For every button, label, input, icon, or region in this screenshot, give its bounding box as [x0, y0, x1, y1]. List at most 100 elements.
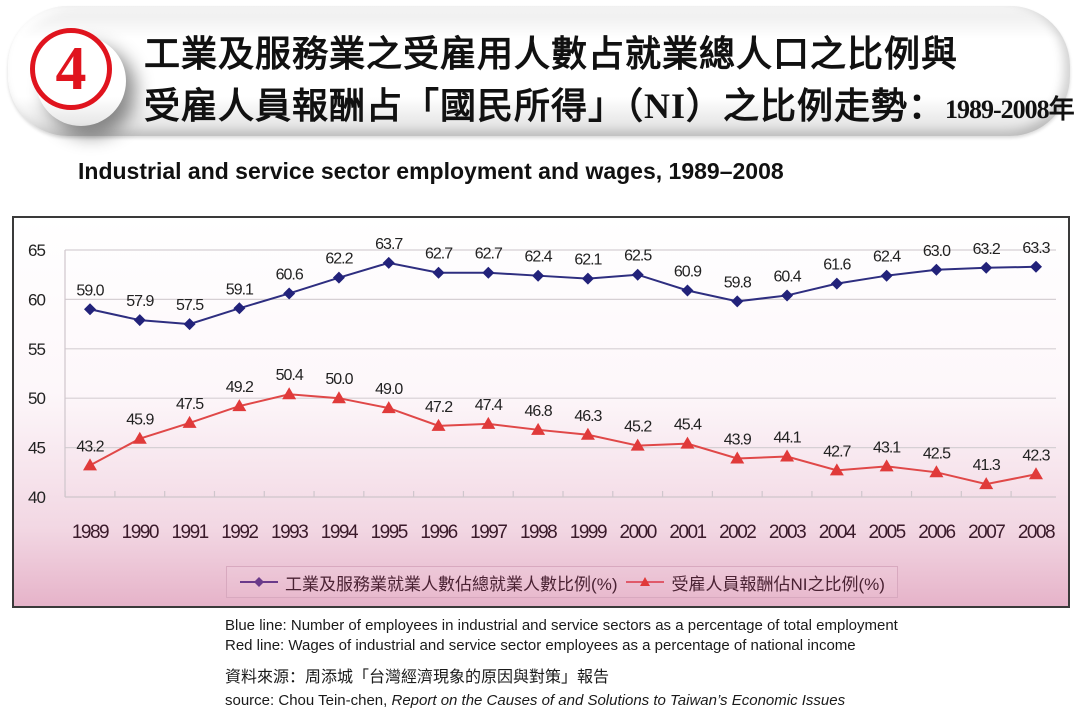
- wages-point: [630, 438, 645, 451]
- wages-data-label: 49.0: [375, 381, 403, 398]
- wages-data-label: 44.1: [773, 429, 801, 446]
- employment-point: [532, 269, 545, 282]
- wages-data-label: 47.2: [425, 399, 453, 416]
- legend-label-wages: 受雇人員報酬佔NI之比例(%): [671, 574, 885, 594]
- employment-point: [631, 268, 644, 281]
- wages-data-label: 43.9: [724, 431, 752, 448]
- employment-data-label: 57.9: [126, 293, 154, 310]
- employment-point: [133, 314, 146, 327]
- wages-point: [929, 465, 944, 478]
- title-zh-line2-text: 受雇人員報酬占「國民所得」（NI）之比例走勢：: [144, 86, 946, 126]
- wages-data-label: 42.3: [1022, 447, 1050, 464]
- employment-point: [880, 269, 893, 282]
- x-tick-label: 2000: [620, 522, 657, 543]
- y-tick-label: 55: [28, 340, 45, 359]
- employment-point: [830, 277, 843, 290]
- wages-point: [1029, 467, 1043, 480]
- source-zh: 資料來源：周添城「台灣經濟現象的原因與對策」報告: [225, 669, 610, 686]
- employment-data-label: 62.7: [475, 246, 503, 263]
- x-tick-label: 2005: [868, 522, 905, 543]
- wages-data-label: 47.5: [176, 396, 204, 413]
- wages-point: [879, 459, 894, 472]
- title-zh-line1: 工業及服務業之受雇用人數占就業總人口之比例與: [144, 34, 959, 74]
- employment-point: [382, 256, 395, 269]
- employment-data-label: 60.4: [773, 268, 801, 285]
- wages-data-label: 45.2: [624, 419, 652, 436]
- employment-data-label: 61.6: [823, 257, 851, 274]
- wages-point: [481, 416, 496, 429]
- y-axis-ticks: 65 60 55 50 45 40: [28, 241, 46, 507]
- x-tick-label: 1998: [520, 522, 557, 543]
- legend-item-wages: 受雇人員報酬佔NI之比例(%): [625, 570, 885, 595]
- wages-data-label: 45.4: [674, 417, 702, 434]
- employment-point: [1030, 260, 1042, 273]
- employment-data-label: 59.1: [226, 281, 254, 298]
- wages-point: [780, 449, 795, 462]
- wages-point: [979, 477, 994, 490]
- triangle-line-icon: [626, 577, 665, 586]
- title-zh-line2: 受雇人員報酬占「國民所得」（NI）之比例走勢：1989-2008年: [144, 77, 1075, 129]
- x-tick-label: 1994: [321, 522, 359, 543]
- employment-point: [84, 303, 96, 316]
- wages-point: [83, 458, 97, 471]
- x-tick-label: 1992: [221, 522, 258, 543]
- badge-number: 4: [55, 35, 87, 103]
- x-tick-label: 1993: [271, 522, 308, 543]
- note-blue-line: Blue line: Number of employees in indust…: [225, 617, 898, 634]
- employment-point: [233, 302, 246, 315]
- y-tick-label: 50: [28, 389, 45, 408]
- x-tick-label: 1990: [122, 522, 159, 543]
- x-tick-label: 1999: [570, 522, 607, 543]
- diamond-line-icon: [240, 577, 279, 587]
- employment-point: [581, 272, 594, 285]
- wages-data-label: 46.3: [574, 408, 602, 425]
- x-tick-label: 1991: [171, 522, 208, 543]
- y-tick-label: 40: [28, 488, 45, 507]
- wages-data-label: 47.4: [475, 397, 503, 414]
- x-tick-label: 2004: [819, 522, 857, 543]
- wages-point: [182, 415, 197, 428]
- employment-point: [283, 287, 296, 300]
- wages-point: [132, 431, 147, 444]
- wages-data-label: 43.1: [873, 439, 901, 456]
- wages-data-label: 49.2: [226, 379, 254, 396]
- wages-point: [730, 451, 745, 464]
- wages-data-label: 50.4: [276, 367, 304, 384]
- x-tick-label: 2008: [1018, 522, 1055, 543]
- wages-data-label: 43.2: [76, 438, 104, 455]
- x-tick-label: 1989: [72, 522, 109, 543]
- wages-data-label: 46.8: [525, 403, 553, 420]
- x-tick-label: 2003: [769, 522, 806, 543]
- title-zh-years: 1989-2008年: [945, 95, 1075, 124]
- x-axis: 1989 1990 1991 1992 1993 1994 1995 1996 1997 1998…: [64, 491, 1057, 543]
- legend-label-employment: 工業及服務業就業人數佔總就業人數比例(%): [285, 574, 618, 594]
- employment-point: [332, 271, 345, 284]
- employment-point: [482, 266, 495, 279]
- employment-series-line: [89, 261, 1037, 326]
- employment-data-label: 62.1: [574, 252, 602, 269]
- x-tick-label: 2002: [719, 522, 756, 543]
- wages-point: [680, 436, 695, 449]
- employment-data-label: 62.4: [525, 249, 553, 266]
- wages-data-label: 42.5: [923, 445, 951, 462]
- wages-point: [580, 427, 595, 440]
- employment-point: [681, 284, 694, 297]
- employment-point: [432, 266, 445, 279]
- employment-point: [183, 318, 196, 331]
- series-group: 59.0 57.9 57.5 59.1 60.6 62.2 63.7 62.7 62.7 62.4…: [76, 236, 1052, 490]
- wages-point: [282, 387, 297, 400]
- chart-title: Industrial and service sector employment…: [78, 158, 784, 184]
- y-tick-label: 60: [28, 290, 45, 309]
- y-tick-label: 65: [28, 241, 45, 260]
- section-number-badge: 4: [30, 28, 112, 110]
- employment-data-label: 63.3: [1022, 240, 1050, 257]
- wages-point: [531, 422, 546, 435]
- employment-data-label: 63.7: [375, 236, 403, 253]
- source-en: source: Chou Tein-chen, Report on the Ca…: [225, 689, 845, 712]
- wages-series-line: [89, 393, 1037, 486]
- wages-data-label: 45.9: [126, 412, 154, 429]
- employment-data-label: 63.0: [923, 243, 951, 260]
- employment-data-label: 59.8: [724, 274, 752, 291]
- employment-point: [731, 295, 744, 308]
- y-tick-label: 45: [28, 439, 45, 458]
